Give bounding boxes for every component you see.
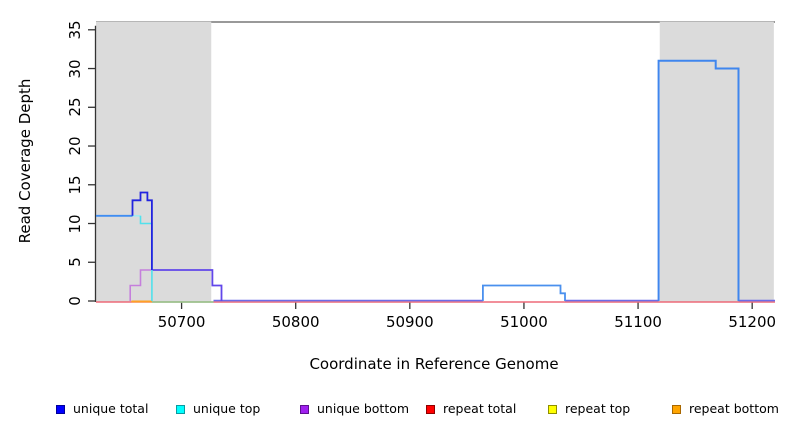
y-axis-title: Read Coverage Depth xyxy=(16,78,34,244)
y-tick-label: 10 xyxy=(66,213,84,234)
legend-item-unique-top: unique top xyxy=(176,401,260,417)
series-segment-blue-block xyxy=(657,59,740,301)
legend-label: unique total xyxy=(73,401,149,416)
legend-swatch-icon xyxy=(672,404,681,414)
legend-item-unique-bottom: unique bottom xyxy=(300,401,409,417)
shaded-region xyxy=(659,21,774,302)
series-segment-blue-peak xyxy=(131,191,153,270)
y-tick-label: 30 xyxy=(66,58,84,79)
x-axis-title: Coordinate in Reference Genome xyxy=(309,355,559,373)
x-tick-label: 51000 xyxy=(500,313,548,331)
y-tick-label: 15 xyxy=(66,175,84,195)
legend-item-repeat-top: repeat top xyxy=(548,401,630,417)
legend-swatch-icon xyxy=(56,404,65,414)
x-tick-label: 50700 xyxy=(157,313,206,331)
legend-label: unique top xyxy=(193,401,261,416)
legend-swatch-icon xyxy=(548,404,557,414)
legend-swatch-icon xyxy=(300,404,309,414)
legend-item-unique-total: unique total xyxy=(56,401,148,417)
series-segment-blue-bump xyxy=(481,284,566,301)
legend-label: repeat top xyxy=(565,401,631,416)
legend-swatch-icon xyxy=(176,404,185,414)
series-segment-unique-level4-steps xyxy=(151,269,223,301)
legend-label: unique bottom xyxy=(317,401,410,416)
x-tick-label: 51100 xyxy=(614,313,662,331)
series-segment-unique-bottom-rise xyxy=(129,269,152,301)
x-tick-label: 51200 xyxy=(728,313,777,331)
y-tick-label: 25 xyxy=(66,97,84,117)
x-tick-label: 50800 xyxy=(271,313,320,331)
legend-item-repeat-total: repeat total xyxy=(426,401,516,417)
y-tick-label: 35 xyxy=(66,20,84,40)
shaded-region xyxy=(96,21,212,302)
legend-label: repeat total xyxy=(443,401,517,416)
legend-swatch-icon xyxy=(426,404,435,414)
y-tick-label: 20 xyxy=(66,136,84,156)
y-tick-label: 5 xyxy=(66,257,84,268)
legend-label: repeat bottom xyxy=(689,401,779,416)
y-tick-label: 0 xyxy=(66,296,84,306)
x-tick-label: 50900 xyxy=(385,313,434,331)
legend-item-repeat-bottom: repeat bottom xyxy=(672,401,779,417)
